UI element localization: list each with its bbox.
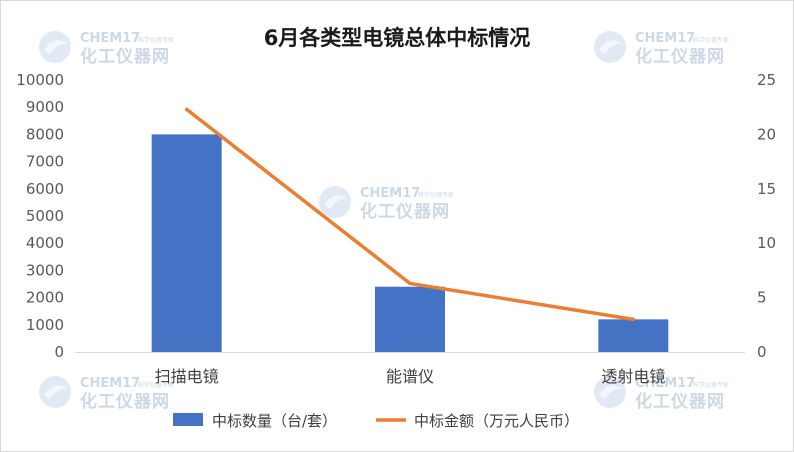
legend: 中标数量（台/套） 中标金额（万元人民币） [173,412,579,430]
x-axis: 扫描电镜 能谱仪 透射电镜 [155,367,666,386]
right-tick-label: 20 [757,125,776,143]
legend-bar-label: 中标数量（台/套） [212,412,337,430]
bar-1 [375,286,445,352]
watermark-brand-cn: 化工仪器网 [635,46,725,67]
left-tick-label: 0 [54,343,64,361]
bar-0 [151,134,222,352]
left-tick-label: 10000 [16,71,64,89]
right-tick-label: 10 [757,234,776,252]
watermark-tagline: 科学仪器专家 [693,381,729,389]
watermark-tagline: 科学仪器专家 [138,36,174,44]
watermark-brand-en: CHEM17 [80,376,140,391]
watermark-tagline: 科学仪器专家 [138,381,174,389]
watermark-brand-en: CHEM17 [635,376,695,391]
bar-2 [598,319,669,352]
category-label: 扫描电镜 [155,367,219,386]
right-axis: 0 5 10 15 20 25 [757,71,776,361]
watermark-brand-en: CHEM17 [360,186,420,201]
watermark-brand-en: CHEM17 [635,31,695,46]
bar-series [151,134,669,352]
watermark-brand-cn: 化工仪器网 [635,391,725,412]
category-label: 透射电镜 [601,367,665,386]
right-tick-label: 25 [757,71,776,89]
left-tick-label: 5000 [26,207,64,225]
watermark-brand-cn: 化工仪器网 [80,391,170,412]
right-tick-label: 5 [757,289,767,307]
left-tick-label: 6000 [26,180,64,198]
right-tick-label: 0 [757,343,767,361]
watermark-brand-cn: 化工仪器网 [80,46,170,67]
watermark-brand-en: CHEM17 [80,31,140,46]
legend-bar-swatch [173,413,203,426]
watermark-brand-cn: 化工仪器网 [360,201,450,222]
chart-title: 6月各类型电镜总体中标情况 [264,26,531,50]
left-tick-label: 3000 [26,261,64,279]
watermark-tagline: 科学仪器专家 [693,36,729,44]
left-axis: 0 1000 2000 3000 4000 5000 6000 7000 8000 9000 100… [16,71,64,361]
watermark-tagline: 科学仪器专家 [418,191,454,199]
left-tick-label: 1000 [26,316,64,334]
left-tick-label: 4000 [26,234,64,252]
line-series [184,107,636,322]
left-tick-label: 7000 [26,153,64,171]
right-tick-label: 15 [757,180,776,198]
left-tick-label: 8000 [26,125,64,143]
watermark-layer: CHEM17科学仪器专家化工仪器网CHEM17科学仪器专家化工仪器网CHEM17… [39,31,729,412]
left-tick-label: 9000 [26,98,64,116]
left-tick-label: 2000 [26,289,64,307]
legend-line-label: 中标金额（万元人民币） [414,412,579,430]
category-label: 能谱仪 [386,367,434,386]
